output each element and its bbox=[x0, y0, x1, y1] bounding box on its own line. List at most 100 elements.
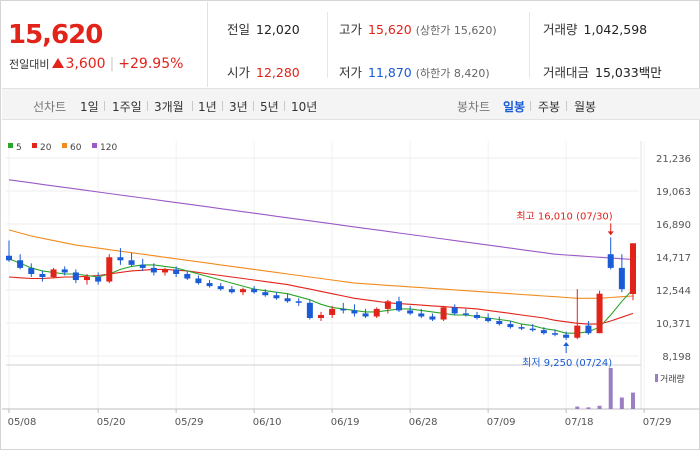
range-5y[interactable]: 5년 bbox=[260, 100, 279, 114]
candle-body bbox=[585, 325, 592, 334]
candle-body bbox=[228, 289, 235, 293]
stat-label: 거래량 bbox=[543, 22, 578, 37]
stats-divider bbox=[327, 12, 328, 78]
candle-body bbox=[462, 313, 469, 315]
moving-averages bbox=[8, 179, 634, 334]
candle-body bbox=[95, 277, 102, 282]
y-tick-label: 16,890 bbox=[656, 220, 691, 231]
y-axis: 21,236 19,063 16,890 14,717 12,544 10,371 8,19… bbox=[656, 154, 691, 363]
candle-body bbox=[630, 243, 636, 295]
candle-body bbox=[72, 272, 79, 281]
candle-body bbox=[618, 267, 625, 290]
range-3y[interactable]: 3년 bbox=[229, 100, 248, 114]
candle-body bbox=[440, 307, 447, 320]
legend-swatch bbox=[32, 143, 37, 148]
change-label: 전일대비 bbox=[9, 58, 50, 71]
candle-body bbox=[195, 278, 202, 284]
stat-label: 저가 bbox=[339, 65, 363, 80]
x-tick-label: 07/09 bbox=[487, 417, 516, 428]
candle-body bbox=[507, 324, 514, 328]
legend-label: 60 bbox=[70, 143, 82, 153]
volume-panel: 거래량 bbox=[575, 368, 685, 409]
range-1d[interactable]: 1일 bbox=[80, 100, 99, 114]
annotations: 최고 16,010 (07/30) 최저 9,250 (07/24) bbox=[516, 210, 614, 369]
y-tick-label: 14,717 bbox=[656, 253, 691, 264]
stat-label: 고가 bbox=[339, 22, 363, 37]
volume-bar bbox=[575, 406, 580, 409]
toolbar-separator bbox=[104, 101, 105, 111]
stat-label: 거래대금 bbox=[543, 65, 590, 80]
toolbar-separator bbox=[530, 101, 531, 111]
price-stats: 전일 12,020 시가 12,280 고가 15,620 (상한가 15,620) 저… bbox=[209, 2, 700, 87]
toolbar-separator bbox=[192, 101, 193, 111]
period-monthly[interactable]: 월봉 bbox=[574, 100, 597, 114]
period-weekly[interactable]: 주봉 bbox=[538, 100, 561, 114]
candle-body bbox=[273, 295, 280, 299]
x-tick-label: 06/10 bbox=[253, 417, 282, 428]
grid bbox=[2, 141, 699, 410]
candle-body bbox=[407, 310, 414, 314]
candle-body bbox=[139, 264, 146, 268]
candle-body bbox=[396, 301, 402, 311]
legend: 5 20 60 120 bbox=[8, 143, 117, 153]
candle-body bbox=[418, 313, 425, 317]
volume-bar bbox=[619, 397, 624, 409]
candle-body bbox=[563, 334, 570, 338]
range-1w[interactable]: 1주일 bbox=[112, 100, 142, 114]
change-amount: 3,600 bbox=[65, 56, 106, 72]
toolbar-separator bbox=[147, 101, 148, 111]
candle-body bbox=[251, 289, 258, 293]
range-10y[interactable]: 10년 bbox=[291, 100, 318, 114]
volume-bar bbox=[608, 368, 613, 409]
stat-value: 15,033 bbox=[595, 65, 639, 80]
stat-value: 12,280 bbox=[256, 65, 300, 80]
low-arrow-head bbox=[563, 342, 570, 347]
stat-high: 고가 15,620 (상한가 15,620) bbox=[339, 19, 497, 38]
candle-chart-label: 봉차트 bbox=[457, 100, 491, 114]
legend-label: 120 bbox=[100, 143, 117, 153]
candle-body bbox=[351, 310, 358, 314]
candlestick-chart: 5 20 60 120 최고 16,010 (07/30) 최저 9,250 (07/2… bbox=[2, 141, 699, 428]
candle-body bbox=[6, 255, 12, 261]
legend-label: 20 bbox=[40, 143, 52, 153]
stat-value: 11,870 bbox=[368, 65, 412, 80]
high-annotation: 최고 16,010 (07/30) bbox=[516, 210, 612, 222]
quote-summary: 15,620 전일대비 3,600 | +29.95% bbox=[2, 2, 208, 87]
lower-limit: (하한가 8,420) bbox=[415, 67, 490, 80]
current-price: 15,620 bbox=[8, 20, 103, 50]
ma120-line bbox=[8, 179, 634, 261]
range-1y[interactable]: 1년 bbox=[198, 100, 217, 114]
candle-body bbox=[50, 269, 57, 278]
range-3m[interactable]: 3개월 bbox=[154, 100, 184, 114]
y-tick-label: 10,371 bbox=[656, 319, 691, 330]
change-row: 전일대비 3,600 | +29.95% bbox=[9, 56, 183, 72]
candle-body bbox=[284, 298, 291, 302]
candle-body bbox=[596, 293, 603, 334]
candle-body bbox=[128, 260, 135, 265]
candle-body bbox=[295, 301, 302, 303]
candle-body bbox=[206, 283, 213, 287]
candle-body bbox=[540, 330, 547, 334]
stat-value: 15,620 bbox=[368, 22, 412, 37]
candle-body bbox=[384, 301, 391, 309]
amount-unit: 백만 bbox=[638, 65, 662, 80]
line-chart-label: 선차트 bbox=[33, 100, 67, 114]
toolbar-separator bbox=[284, 101, 285, 111]
candle-body bbox=[496, 321, 503, 325]
candle-body bbox=[318, 314, 324, 319]
candle-body bbox=[552, 333, 558, 335]
candle-body bbox=[574, 325, 581, 338]
legend-swatch bbox=[92, 143, 97, 148]
candle-body bbox=[84, 277, 90, 281]
legend-swatch bbox=[62, 143, 67, 148]
x-tick-label: 07/18 bbox=[565, 417, 594, 428]
legend-label: 5 bbox=[16, 143, 22, 153]
candle-body bbox=[306, 302, 313, 319]
x-axis: 05/08 05/20 05/29 06/10 06/19 06/28 07/09 07/18… bbox=[8, 409, 672, 428]
toolbar-separator bbox=[253, 101, 254, 111]
stat-low: 저가 11,870 (하한가 8,420) bbox=[339, 62, 490, 81]
stat-prev-close: 전일 12,020 bbox=[227, 19, 300, 38]
ma5-line bbox=[8, 258, 634, 334]
period-daily[interactable]: 일봉 bbox=[503, 100, 526, 114]
candle-body bbox=[474, 314, 480, 319]
